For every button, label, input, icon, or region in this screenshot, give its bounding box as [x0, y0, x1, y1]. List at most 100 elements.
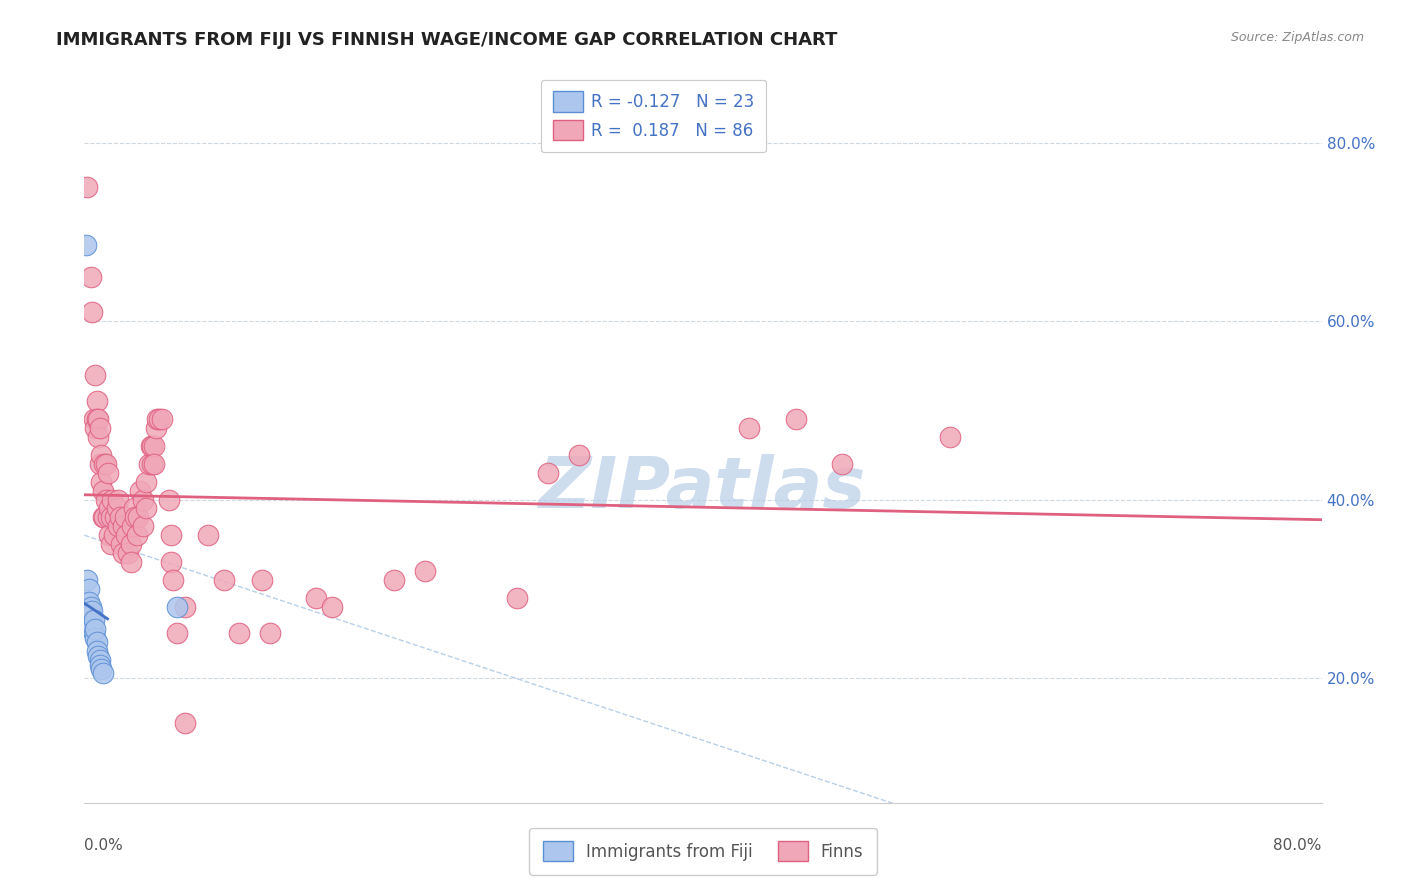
Point: [160, 555, 183, 569]
Point: [79, 617, 101, 632]
Point: [939, 430, 962, 444]
Point: [91, 483, 114, 498]
Point: [259, 626, 281, 640]
Point: [94, 457, 117, 471]
Point: [413, 564, 436, 578]
Point: [84, 368, 107, 382]
Point: [100, 510, 122, 524]
Point: [83, 626, 105, 640]
Point: [82, 604, 104, 618]
Point: [90, 448, 112, 462]
Point: [305, 591, 328, 605]
Point: [146, 412, 169, 426]
Point: [82, 305, 104, 319]
Point: [83, 412, 105, 426]
Point: [166, 599, 188, 614]
Point: [135, 475, 157, 489]
Point: [98, 501, 121, 516]
Point: [132, 492, 155, 507]
Point: [103, 528, 125, 542]
Point: [105, 501, 128, 516]
Point: [143, 457, 166, 471]
Point: [129, 483, 152, 498]
Point: [537, 466, 560, 480]
Point: [108, 510, 131, 524]
Point: [174, 599, 197, 614]
Point: [120, 555, 142, 569]
Point: [90, 475, 112, 489]
Point: [197, 528, 219, 542]
Point: [76, 573, 98, 587]
Point: [93, 510, 115, 524]
Point: [114, 510, 136, 524]
Point: [124, 510, 146, 524]
Point: [115, 528, 138, 542]
Point: [91, 510, 114, 524]
Point: [160, 528, 183, 542]
Point: [831, 457, 853, 471]
Point: [93, 457, 115, 471]
Point: [122, 501, 145, 516]
Point: [91, 666, 114, 681]
Point: [86, 412, 108, 426]
Point: [89, 653, 111, 667]
Point: [506, 591, 529, 605]
Point: [107, 492, 129, 507]
Point: [86, 644, 108, 658]
Point: [79, 608, 101, 623]
Point: [128, 510, 150, 524]
Point: [83, 613, 105, 627]
Point: [321, 599, 343, 614]
Point: [148, 412, 170, 426]
Point: [86, 394, 108, 409]
Point: [101, 492, 124, 507]
Point: [75, 238, 97, 252]
Point: [120, 537, 142, 551]
Legend: Immigrants from Fiji, Finns: Immigrants from Fiji, Finns: [529, 828, 877, 875]
Point: [212, 573, 235, 587]
Point: [138, 457, 160, 471]
Point: [89, 421, 111, 435]
Point: [79, 269, 101, 284]
Point: [132, 519, 155, 533]
Point: [90, 662, 112, 676]
Text: 80.0%: 80.0%: [1274, 838, 1322, 854]
Point: [141, 457, 163, 471]
Point: [94, 492, 117, 507]
Point: [382, 573, 405, 587]
Point: [568, 448, 591, 462]
Point: [97, 510, 120, 524]
Point: [107, 519, 129, 533]
Point: [98, 528, 121, 542]
Point: [82, 613, 104, 627]
Point: [166, 626, 188, 640]
Text: 0.0%: 0.0%: [84, 838, 124, 854]
Point: [97, 466, 120, 480]
Point: [87, 412, 110, 426]
Point: [135, 501, 157, 516]
Point: [117, 546, 139, 560]
Point: [79, 599, 101, 614]
Point: [77, 595, 100, 609]
Point: [145, 421, 167, 435]
Point: [82, 622, 104, 636]
Point: [139, 439, 162, 453]
Point: [77, 582, 100, 596]
Point: [89, 657, 111, 672]
Point: [84, 622, 107, 636]
Point: [76, 180, 98, 194]
Point: [143, 439, 166, 453]
Point: [87, 648, 110, 663]
Point: [77, 604, 100, 618]
Point: [150, 412, 173, 426]
Point: [86, 635, 108, 649]
Point: [112, 519, 135, 533]
Point: [104, 510, 127, 524]
Point: [252, 573, 274, 587]
Point: [110, 537, 132, 551]
Point: [228, 626, 250, 640]
Point: [87, 430, 110, 444]
Point: [100, 537, 122, 551]
Point: [785, 412, 807, 426]
Text: IMMIGRANTS FROM FIJI VS FINNISH WAGE/INCOME GAP CORRELATION CHART: IMMIGRANTS FROM FIJI VS FINNISH WAGE/INC…: [56, 31, 838, 49]
